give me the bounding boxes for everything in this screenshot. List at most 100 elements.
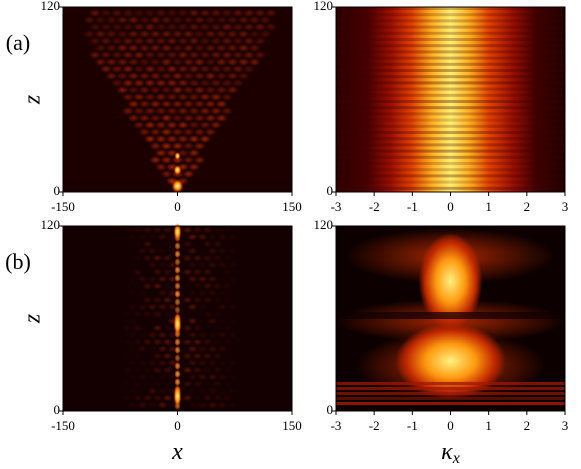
x-axis-label: x: [171, 439, 183, 465]
heatmap-speckle: [123, 255, 133, 262]
heatmap-speckle: [183, 311, 193, 318]
heatmap-speckle: [210, 65, 222, 73]
heatmap-speckle: [232, 23, 244, 31]
heatmap-speckle: [248, 30, 261, 38]
heatmap-speckle: [218, 276, 228, 283]
heatmap-speckle: [177, 79, 189, 87]
heatmap-stripe: [336, 149, 565, 153]
heatmap-speckle: [171, 114, 184, 122]
heatmap-speckle: [199, 135, 211, 143]
heatmap-speckle: [222, 282, 233, 290]
heatmap-hotspot: [173, 312, 182, 336]
heatmap-speckle: [199, 51, 211, 59]
heatmap-speckle: [182, 366, 193, 374]
heatmap-stripe: [336, 186, 565, 190]
heatmap-blob: [395, 323, 506, 399]
heatmap-speckle: [226, 86, 239, 94]
heatmap-core: [174, 378, 181, 386]
heatmap-speckle: [182, 114, 195, 122]
heatmap-speckle: [138, 388, 148, 395]
heatmap-speckle: [222, 254, 233, 262]
heatmap-speckle: [123, 283, 133, 290]
heatmap-speckle: [193, 58, 206, 66]
heatmap-speckle: [148, 290, 158, 297]
heatmap-speckle: [157, 261, 168, 269]
heatmap-speckle: [162, 352, 173, 360]
heatmap-speckle: [155, 79, 167, 87]
heatmap-speckle: [144, 9, 156, 17]
heatmap-speckle: [144, 51, 156, 59]
heatmap-core: [174, 290, 181, 298]
heatmap-speckle: [215, 58, 228, 66]
x-tick-label: 150: [282, 418, 302, 433]
y-axis-label: z: [20, 313, 46, 324]
heatmap-speckle: [177, 9, 189, 17]
heatmap-speckle: [248, 16, 261, 24]
heatmap-speckle: [217, 359, 228, 367]
heatmap-speckle: [197, 303, 208, 311]
heatmap-speckle: [133, 37, 145, 45]
heatmap-speckle: [226, 44, 239, 52]
x-axis-label-sub: x: [452, 450, 460, 467]
x-tick-label: 2: [524, 199, 531, 214]
heatmap-stripe: [336, 25, 565, 29]
heatmap-core: [174, 306, 181, 314]
heatmap-speckle: [198, 318, 208, 325]
heatmap-speckle: [237, 58, 250, 66]
heatmap-speckle: [157, 233, 168, 241]
heatmap-speckle: [137, 359, 148, 367]
heatmap-speckle: [212, 352, 223, 360]
heatmap-speckle: [100, 9, 112, 17]
heatmap-stripe: [336, 118, 565, 122]
x-tick-label: 0: [174, 418, 181, 433]
heatmap-speckle: [232, 51, 244, 59]
heatmap-speckle: [105, 58, 118, 66]
heatmap-speckle: [171, 142, 184, 150]
heatmap-speckle: [162, 394, 173, 402]
heatmap-speckle: [152, 268, 163, 276]
heatmap-speckle: [138, 30, 151, 38]
heatmap-speckle: [133, 79, 145, 87]
heatmap-speckle: [143, 353, 153, 360]
heatmap-core: [174, 346, 181, 354]
heatmap-speckle: [166, 37, 178, 45]
heatmap-speckle: [171, 58, 184, 66]
heatmap-speckle: [147, 275, 158, 283]
heatmap-speckle: [162, 338, 173, 346]
heatmap-speckle: [207, 359, 218, 367]
heatmap-speckle: [127, 58, 140, 66]
heatmap-speckle: [188, 51, 200, 59]
heatmap-speckle: [160, 114, 173, 122]
heatmap-speckle: [243, 23, 255, 31]
heatmap-speckle: [188, 107, 200, 115]
heatmap-speckle: [138, 262, 148, 269]
heatmap-dark-band: [336, 312, 565, 319]
heatmap-speckle: [215, 30, 228, 38]
heatmap-speckle: [254, 37, 266, 45]
heatmap-speckle: [215, 100, 228, 108]
heatmap-speckle: [197, 233, 208, 241]
heatmap-speckle: [228, 374, 238, 381]
heatmap-speckle: [182, 72, 195, 80]
heatmap-speckle: [197, 359, 208, 367]
heatmap-speckle: [182, 170, 195, 178]
heatmap-speckle: [162, 268, 173, 276]
heatmap-speckle: [133, 51, 145, 59]
heatmap-speckle: [221, 9, 233, 17]
heatmap-speckle: [192, 282, 203, 290]
heatmap-speckle: [204, 30, 217, 38]
panel: -3 -2 -1 0 1 2 3 0 120 κx: [314, 217, 569, 467]
heatmap-speckle: [162, 310, 173, 318]
heatmap-speckle: [166, 51, 178, 59]
heatmap-speckle: [193, 72, 206, 80]
heatmap-stripe: [336, 180, 565, 184]
heatmap-speckle: [132, 394, 143, 402]
heatmap-speckle: [162, 240, 173, 248]
heatmap-speckle: [243, 9, 255, 17]
heatmap-speckle: [160, 44, 173, 52]
heatmap-speckle: [215, 44, 228, 52]
y-tick-label: 0: [327, 183, 334, 198]
heatmap-speckle: [133, 23, 145, 31]
heatmap-speckle: [122, 65, 134, 73]
